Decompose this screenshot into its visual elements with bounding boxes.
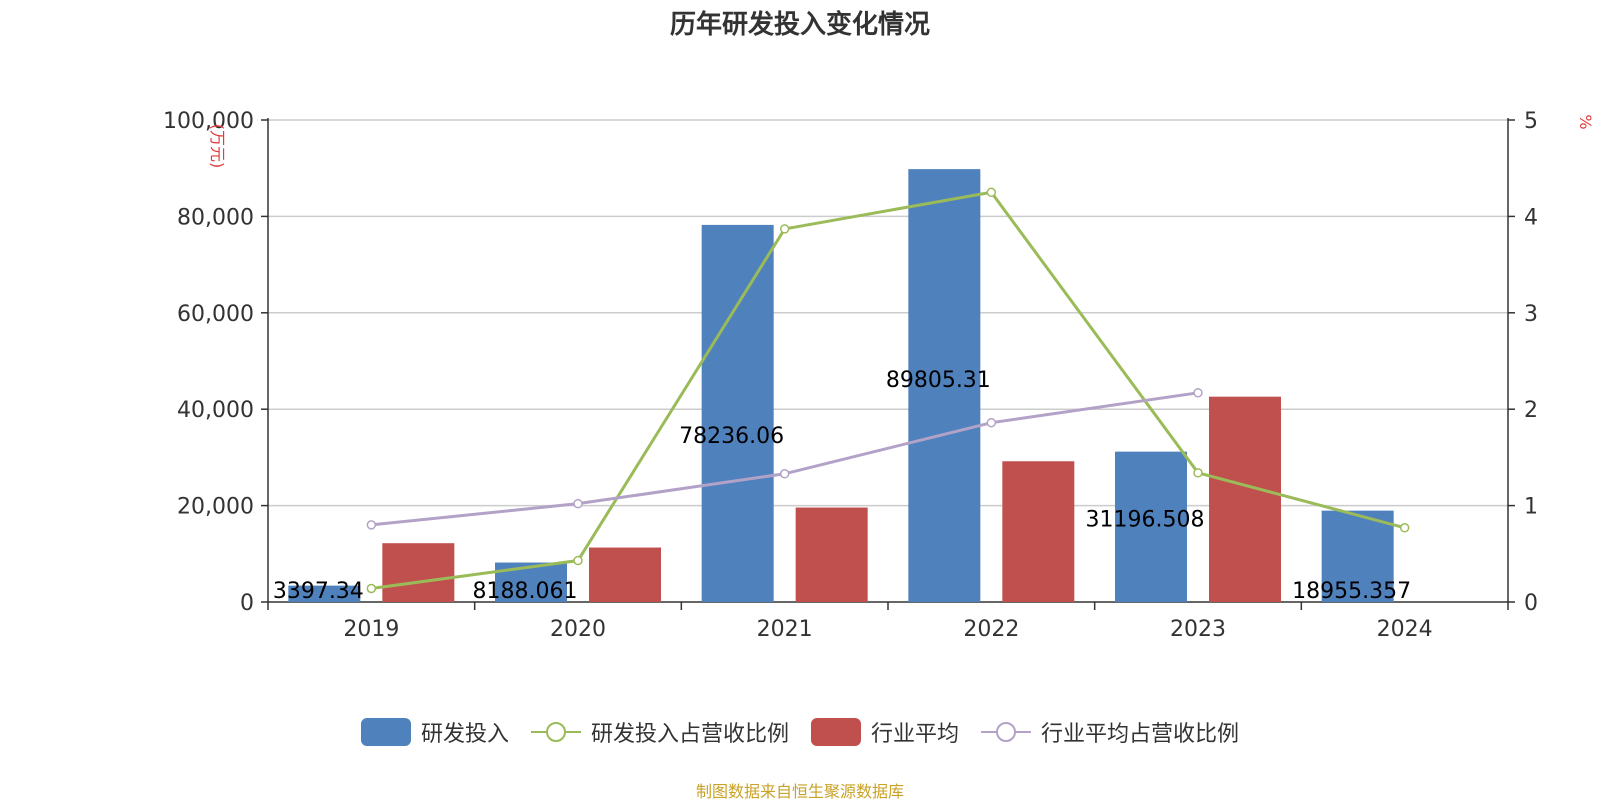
- x-tick-label: 2024: [1377, 617, 1433, 642]
- legend-label-rd-investment: 研发投入: [420, 722, 509, 747]
- bar-rd-investment: [288, 585, 361, 602]
- point-industry-ratio: [1193, 388, 1203, 398]
- point-industry-ratio: [573, 498, 583, 509]
- x-tick-label: 2021: [757, 617, 813, 642]
- bar-rd-investment: [1115, 451, 1187, 602]
- point-rd-ratio: [986, 187, 997, 198]
- point-industry-ratio: [366, 520, 377, 530]
- legend-swatch-industry-ratio: [981, 722, 1032, 742]
- y-right-tick-label: 1: [1524, 495, 1538, 520]
- y-left-tick-label: 20,000: [177, 495, 254, 520]
- point-rd-ratio: [366, 583, 377, 594]
- y-right-tick-label: 3: [1524, 302, 1538, 327]
- bar-rd-investment: [908, 169, 981, 602]
- y-right-tick-label: 4: [1524, 205, 1538, 230]
- legend-item-industry-ratio[interactable]: 行业平均占营收比例: [981, 716, 1239, 748]
- y-right-tick-label: 0: [1524, 591, 1538, 616]
- bar-industry-average: [589, 547, 661, 602]
- bar-rd-investment: [1321, 510, 1394, 602]
- point-rd-ratio: [573, 555, 583, 566]
- line-rd-ratio: [371, 190, 1406, 590]
- x-tick-label: 2020: [550, 617, 606, 642]
- y-right-unit-label: %: [1576, 114, 1595, 129]
- data-label-rd-investment: 3397.34: [273, 579, 364, 604]
- bar-industry-average: [1209, 396, 1281, 602]
- data-label-rd-investment: 78236.06: [679, 424, 784, 449]
- point-rd-ratio: [1193, 468, 1203, 478]
- y-left-tick-label: 40,000: [177, 398, 254, 423]
- legend-item-rd-investment[interactable]: 研发投入: [360, 716, 509, 748]
- point-rd-ratio: [779, 224, 790, 234]
- y-right-tick-label: 2: [1524, 398, 1538, 423]
- y-left-tick-label: 80,000: [177, 205, 254, 230]
- data-label-rd-investment: 8188.061: [473, 579, 578, 604]
- bar-rd-investment: [701, 224, 774, 602]
- bar-industry-average: [795, 507, 868, 602]
- legend-swatch-rd-investment: [360, 718, 411, 746]
- legend-item-rd-ratio[interactable]: 研发投入占营收比例: [530, 716, 789, 748]
- data-label-rd-investment: 18955.357: [1292, 579, 1411, 604]
- legend-item-industry-average[interactable]: 行业平均: [811, 716, 959, 748]
- x-tick-label: 2022: [963, 617, 1019, 642]
- y-left-unit-label: (万元): [208, 124, 227, 169]
- legend-swatch-rd-ratio: [530, 722, 581, 742]
- point-rd-ratio: [1399, 523, 1410, 533]
- chart-title: 历年研发投入变化情况: [669, 10, 930, 40]
- y-right-tick-label: 5: [1524, 109, 1538, 134]
- legend: 研发投入 研发投入占营收比例 行业平均 行业平均占营收比例: [0, 716, 1600, 748]
- legend-label-industry-average: 行业平均: [871, 722, 960, 747]
- legend-swatch-industry-average: [811, 718, 861, 746]
- bar-industry-average: [1002, 461, 1075, 602]
- legend-label-rd-ratio: 研发投入占营收比例: [590, 722, 789, 747]
- point-industry-ratio: [779, 469, 790, 479]
- legend-label-industry-ratio: 行业平均占营收比例: [1041, 722, 1240, 747]
- x-tick-label: 2023: [1170, 617, 1226, 642]
- y-left-tick-label: 0: [240, 591, 254, 616]
- x-tick-label: 2019: [343, 617, 399, 642]
- data-label-rd-investment: 31196.508: [1086, 508, 1205, 533]
- y-left-tick-label: 60,000: [177, 302, 254, 327]
- data-label-rd-investment: 89805.31: [886, 368, 991, 393]
- y-left-tick-label: 100,000: [163, 109, 254, 134]
- data-source-note: 制图数据来自恒生聚源数据库: [695, 782, 904, 801]
- point-industry-ratio: [986, 417, 997, 428]
- bar-industry-average: [382, 543, 455, 602]
